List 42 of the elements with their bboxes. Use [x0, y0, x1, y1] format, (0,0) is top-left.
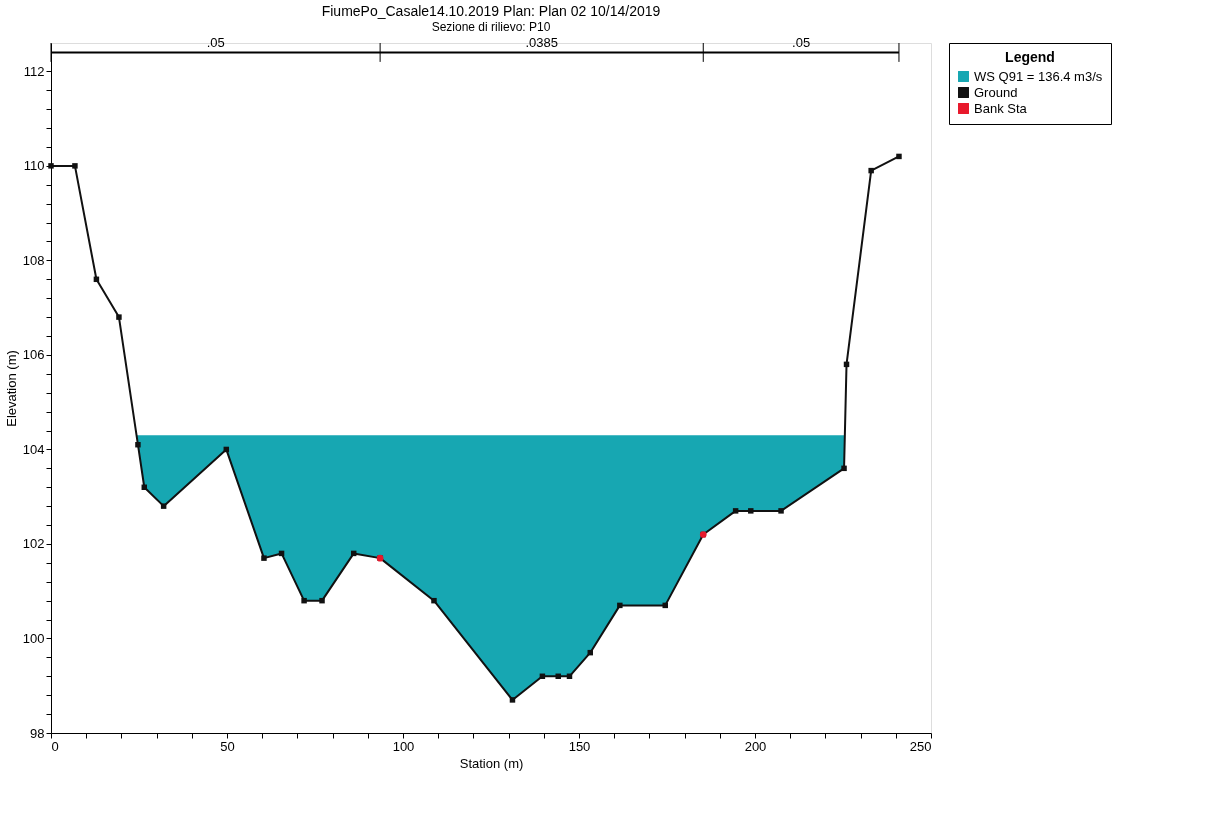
point: [301, 597, 307, 604]
point: [261, 555, 267, 561]
y-tick-label: 108: [22, 252, 45, 268]
y-tick-label: 102: [22, 536, 45, 552]
x-tick-label: 50: [220, 738, 235, 754]
point: [732, 508, 739, 514]
point: [160, 503, 167, 509]
x-tick-label: 100: [392, 738, 415, 754]
point: [116, 314, 122, 320]
y-axis-title: Elevation (m): [3, 350, 19, 427]
y-tick-label: 104: [22, 441, 45, 457]
point: [72, 163, 78, 169]
point: [617, 602, 623, 609]
x-tick-label: 0: [51, 738, 59, 754]
point: [778, 508, 784, 514]
point: [896, 153, 902, 160]
annotation: .05: [792, 35, 811, 51]
chart-title: FiumePo_Casale14.10.2019 Plan: Plan 02 10/14/2019: [321, 3, 661, 20]
point: [841, 465, 847, 472]
y-tick-label: 110: [23, 158, 45, 174]
point: [555, 673, 561, 680]
annotation: .0385: [525, 35, 558, 51]
point: [319, 597, 325, 604]
legend-label: Bank Sta: [974, 100, 1028, 116]
point: [509, 697, 516, 703]
point: [431, 597, 437, 604]
annotation: .05: [206, 35, 225, 51]
point: [748, 508, 754, 514]
x-axis-title: Station (m): [459, 755, 524, 771]
x-tick-label: 250: [909, 738, 932, 754]
point: [135, 441, 141, 448]
chart-subtitle: Sezione di rilievo: P10: [431, 20, 551, 35]
y-tick-label: 106: [22, 347, 45, 363]
y-tick-label: 98: [30, 725, 45, 741]
legend-title: Legend: [1005, 49, 1055, 65]
point: [868, 167, 874, 174]
y-tick-label: 100: [22, 630, 45, 646]
legend-label: WS Q91 = 136.4 m3/s: [974, 68, 1103, 84]
x-tick-label: 200: [744, 738, 767, 754]
legend-label: Ground: [974, 84, 1018, 100]
y-tick-label: 112: [23, 63, 45, 79]
x-tick-label: 150: [568, 738, 591, 754]
